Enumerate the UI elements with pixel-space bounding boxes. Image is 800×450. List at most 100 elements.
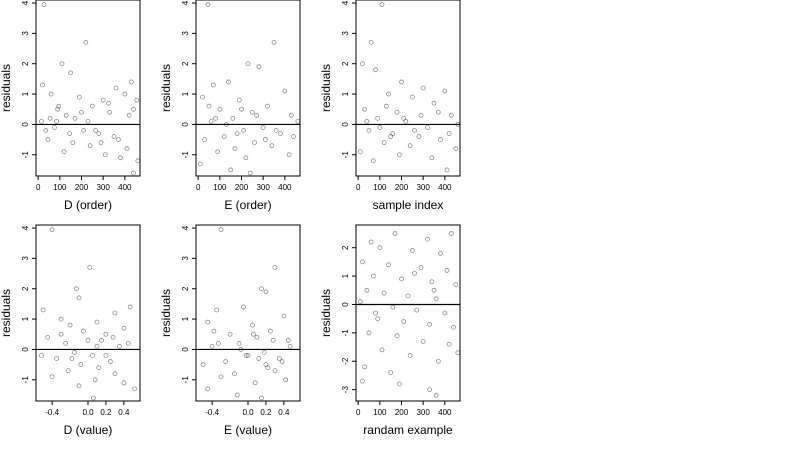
data-point: [43, 128, 49, 133]
y-tick-label: 1: [341, 91, 350, 96]
data-point: [103, 331, 109, 337]
data-point: [122, 91, 128, 97]
data-point: [425, 236, 430, 242]
y-axis-label: residuals: [0, 289, 13, 337]
data-point: [131, 170, 136, 176]
y-tick-label: -1: [181, 151, 190, 159]
data-point: [89, 103, 95, 109]
data-point: [448, 112, 454, 118]
data-point: [58, 331, 64, 337]
data-point: [259, 286, 264, 292]
data-point: [418, 112, 424, 118]
x-tick-label: 200: [395, 408, 409, 417]
data-point: [373, 67, 378, 73]
data-point: [416, 134, 422, 139]
data-point: [360, 378, 365, 384]
data-point: [429, 279, 435, 285]
data-point: [287, 343, 293, 349]
y-axis-label: residuals: [319, 289, 333, 337]
data-point: [96, 131, 102, 136]
panel-2: -1 0 1 2 3 4 0 100 200 300 400 E (order) residuals: [159, 0, 301, 212]
y-tick-label: 3: [341, 31, 350, 36]
y-tick-label: 0: [181, 347, 190, 352]
x-tick-label: 0: [196, 183, 201, 192]
data-point: [234, 131, 240, 136]
data-point: [446, 131, 452, 136]
data-point: [256, 64, 262, 70]
data-point: [40, 82, 45, 88]
data-point: [69, 356, 75, 361]
data-point: [76, 383, 82, 389]
data-point: [438, 137, 443, 142]
data-point: [83, 40, 89, 45]
data-point: [234, 392, 240, 398]
data-point: [260, 125, 266, 130]
panel-4: -1 0 1 2 3 4 -0.4 0.0 0.2 0.4 D (value) residuals: [0, 224, 141, 437]
data-point: [399, 276, 404, 282]
data-point: [206, 103, 212, 109]
data-point: [106, 100, 111, 106]
x-axis-label: randam example: [363, 423, 453, 437]
y-tick-label: 4: [341, 0, 350, 5]
y-tick-label: -1: [341, 329, 350, 337]
plot-frame: [355, 224, 461, 402]
data-point: [107, 109, 113, 115]
data-point: [227, 331, 233, 337]
x-tick-label: 300: [416, 183, 430, 192]
data-point: [230, 115, 236, 121]
data-point: [394, 333, 400, 339]
y-tick-label: 2: [181, 286, 190, 291]
data-point: [67, 131, 72, 136]
plot-frame: [35, 0, 141, 177]
data-point: [401, 115, 407, 121]
x-tick-label: 0.4: [278, 408, 290, 417]
panel-3: -1 0 1 2 3 4 0 100 200 300 400 sample index residual…: [319, 0, 461, 212]
data-point: [283, 377, 289, 383]
x-tick-label: -0.4: [45, 408, 59, 417]
data-point: [112, 371, 118, 377]
x-tick-label: -0.4: [205, 408, 219, 417]
data-point: [56, 103, 62, 109]
panel-6: -3 -2 -1 0 1 2 0 100 200 300 400 randam example resi…: [319, 224, 461, 437]
data-point: [236, 340, 242, 346]
data-point: [407, 143, 413, 149]
y-tick-label: 2: [341, 61, 350, 66]
x-axis-label: D (order): [64, 198, 112, 212]
data-point: [85, 337, 91, 343]
data-point: [375, 316, 381, 322]
data-point: [245, 61, 251, 67]
data-point: [215, 149, 221, 155]
data-point: [444, 268, 450, 273]
data-point: [68, 70, 74, 76]
data-point: [73, 286, 79, 292]
data-point: [394, 109, 400, 115]
data-point: [265, 365, 271, 371]
data-point: [379, 347, 385, 353]
data-point: [368, 40, 374, 45]
data-point: [70, 140, 76, 146]
data-point: [40, 307, 46, 313]
data-point: [357, 299, 363, 305]
data-point: [435, 358, 441, 364]
data-point: [392, 231, 398, 236]
data-point: [221, 134, 227, 139]
plot-frame: [355, 0, 461, 177]
data-point: [94, 319, 100, 325]
data-point: [263, 289, 269, 295]
data-point: [92, 377, 98, 383]
x-axis-label: sample index: [373, 198, 444, 212]
data-point: [85, 118, 91, 124]
data-point: [205, 386, 211, 392]
x-tick-label: 0.2: [260, 408, 272, 417]
data-point: [55, 106, 61, 112]
y-tick-label: 1: [21, 316, 30, 321]
x-tick-label: 0.2: [100, 408, 112, 417]
x-tick-label: 200: [395, 183, 409, 192]
data-point: [420, 85, 426, 91]
data-point: [247, 170, 253, 176]
data-point: [388, 370, 394, 376]
data-point: [52, 125, 57, 130]
data-point: [425, 125, 430, 130]
data-point: [90, 353, 95, 358]
data-point: [76, 94, 82, 100]
